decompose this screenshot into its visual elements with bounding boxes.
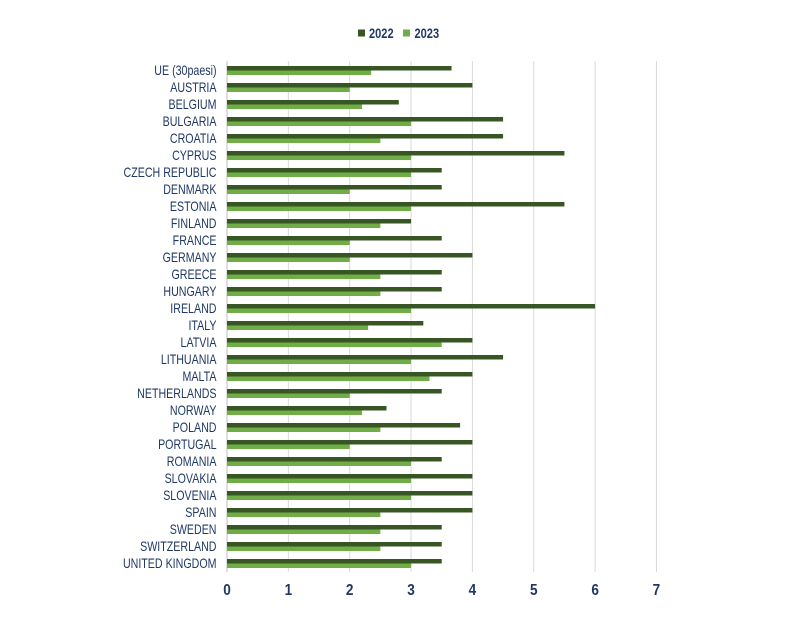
svg-text:FRANCE: FRANCE <box>173 233 217 249</box>
svg-text:LATVIA: LATVIA <box>181 335 218 351</box>
svg-text:HUNGARY: HUNGARY <box>163 284 216 300</box>
svg-text:PORTUGAL: PORTUGAL <box>158 437 217 453</box>
svg-text:5: 5 <box>530 582 538 599</box>
svg-text:LITHUANIA: LITHUANIA <box>161 352 217 368</box>
svg-text:ROMANIA: ROMANIA <box>167 454 218 470</box>
svg-text:GERMANY: GERMANY <box>163 250 217 266</box>
svg-text:IRELAND: IRELAND <box>170 301 216 317</box>
svg-text:UNITED KINGDOM: UNITED KINGDOM <box>123 556 217 572</box>
svg-text:CROATIA: CROATIA <box>170 131 217 147</box>
svg-text:POLAND: POLAND <box>173 420 217 436</box>
svg-text:NORWAY: NORWAY <box>170 403 217 419</box>
svg-text:3: 3 <box>407 582 415 599</box>
svg-text:6: 6 <box>591 582 599 599</box>
svg-text:SWEDEN: SWEDEN <box>170 522 217 538</box>
svg-text:GREECE: GREECE <box>171 267 216 283</box>
svg-text:2: 2 <box>346 582 354 599</box>
svg-text:ESTONIA: ESTONIA <box>170 199 217 215</box>
svg-text:AUSTRIA: AUSTRIA <box>170 80 217 96</box>
svg-text:BULGARIA: BULGARIA <box>163 114 218 130</box>
svg-text:CZECH REPUBLIC: CZECH REPUBLIC <box>124 165 217 181</box>
svg-text:7: 7 <box>653 582 661 599</box>
svg-text:2023: 2023 <box>415 26 440 41</box>
svg-text:UE (30paesi): UE (30paesi) <box>154 63 216 79</box>
svg-text:0: 0 <box>223 582 231 599</box>
svg-text:ITALY: ITALY <box>188 318 216 334</box>
svg-text:MALTA: MALTA <box>183 369 218 385</box>
svg-text:NETHERLANDS: NETHERLANDS <box>137 386 216 402</box>
svg-text:4: 4 <box>469 582 477 599</box>
svg-text:2022: 2022 <box>369 26 394 41</box>
svg-text:SWITZERLAND: SWITZERLAND <box>140 539 217 555</box>
svg-text:1: 1 <box>285 582 293 599</box>
svg-text:SLOVAKIA: SLOVAKIA <box>165 471 218 487</box>
svg-text:CYPRUS: CYPRUS <box>172 148 216 164</box>
svg-text:FINLAND: FINLAND <box>171 216 217 232</box>
svg-text:DENMARK: DENMARK <box>163 182 216 198</box>
svg-text:SLOVENIA: SLOVENIA <box>163 488 217 504</box>
svg-text:BELGIUM: BELGIUM <box>169 97 217 113</box>
svg-text:SPAIN: SPAIN <box>185 505 216 521</box>
